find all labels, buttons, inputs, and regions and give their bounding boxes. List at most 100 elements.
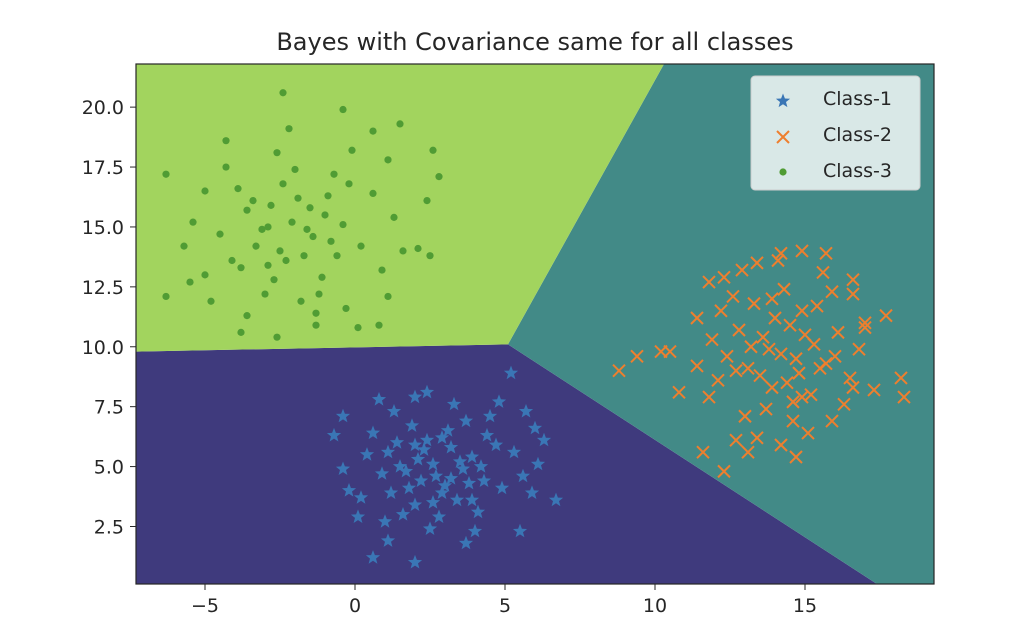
point-class-3 (348, 146, 356, 154)
point-class-1 (422, 521, 438, 535)
point-class-1 (425, 495, 441, 509)
point-class-1 (335, 461, 351, 475)
y-tick-label: 17.5 (82, 157, 124, 179)
point-class-3 (252, 242, 260, 250)
y-tick-label: 5.0 (94, 457, 124, 479)
point-class-2 (786, 395, 800, 409)
point-class-1 (515, 468, 531, 483)
point-class-1 (440, 423, 456, 437)
point-class-1 (395, 507, 411, 521)
y-tick-label: 2.5 (94, 516, 124, 538)
point-class-2 (720, 349, 734, 364)
point-class-2 (696, 445, 710, 459)
legend-label-class-1: Class-1 (823, 88, 892, 110)
point-class-1 (401, 480, 417, 495)
point-class-3 (345, 180, 353, 188)
point-class-3 (369, 127, 377, 135)
x-tick-label: 10 (643, 595, 667, 617)
point-class-2 (846, 287, 860, 301)
point-class-3 (267, 201, 275, 209)
point-class-1 (503, 365, 519, 380)
x-tick-label: 15 (793, 595, 817, 617)
point-class-3 (279, 89, 287, 97)
chart-title: Bayes with Covariance same for all class… (276, 28, 793, 56)
point-class-2 (798, 328, 812, 342)
point-class-3 (261, 290, 269, 298)
point-class-1 (449, 492, 465, 507)
point-class-3 (264, 223, 272, 231)
point-class-3 (222, 163, 230, 171)
point-class-2 (783, 318, 797, 332)
point-class-3 (216, 230, 224, 238)
point-class-2 (810, 299, 824, 313)
point-class-2 (789, 450, 803, 464)
point-class-1 (386, 404, 402, 418)
point-class-3 (234, 185, 242, 193)
point-class-3 (369, 189, 377, 198)
point-class-3 (282, 256, 290, 265)
point-class-1 (446, 396, 462, 411)
data-points (162, 89, 911, 569)
point-class-2 (777, 282, 791, 296)
legend-item-class-3: Class-3 (779, 160, 892, 182)
point-class-3 (426, 252, 434, 260)
point-class-1 (413, 473, 429, 487)
point-class-3 (276, 247, 284, 255)
y-tick-label: 7.5 (94, 397, 124, 419)
point-class-1 (353, 490, 369, 504)
point-class-2 (867, 383, 881, 397)
point-class-1 (383, 485, 399, 499)
point-class-2 (828, 349, 842, 364)
legend-marker-class-1 (775, 93, 791, 108)
point-class-1 (380, 533, 396, 547)
point-class-2 (858, 320, 872, 335)
y-tick-label: 12.5 (82, 277, 124, 299)
point-class-2 (897, 390, 911, 404)
point-class-1 (482, 408, 498, 423)
point-class-3 (228, 256, 236, 265)
point-class-1 (536, 432, 552, 447)
region-class-1 (136, 344, 877, 584)
x-tick-label: 5 (499, 595, 511, 617)
point-class-2 (801, 426, 815, 440)
point-class-3 (243, 206, 251, 214)
point-class-1 (476, 473, 492, 487)
point-class-2 (759, 402, 773, 416)
point-class-3 (375, 321, 383, 329)
legend-item-class-1: Class-1 (775, 88, 892, 110)
legend-box (750, 75, 921, 191)
point-class-1 (404, 418, 420, 432)
point-class-3 (414, 244, 422, 253)
point-class-1 (341, 483, 357, 497)
point-class-2 (753, 368, 767, 383)
point-class-2 (747, 296, 761, 311)
point-class-2 (762, 342, 776, 356)
point-class-1 (461, 475, 477, 490)
point-class-1 (365, 425, 381, 440)
point-class-3 (285, 125, 293, 133)
point-class-1 (443, 471, 459, 485)
point-class-1 (389, 435, 405, 449)
point-class-3 (306, 204, 314, 212)
point-class-3 (309, 232, 317, 241)
point-class-2 (702, 275, 716, 289)
point-class-3 (321, 211, 329, 219)
series-class-3 (162, 89, 443, 341)
point-class-3 (312, 309, 320, 317)
point-class-2 (771, 253, 785, 268)
point-class-3 (264, 261, 272, 269)
legend-marker-class-3 (779, 168, 787, 176)
legend-marker-class-1 (775, 93, 791, 108)
point-class-2 (768, 311, 782, 325)
point-class-3 (303, 225, 311, 233)
point-class-2 (789, 352, 803, 366)
legend: Class-1 Class-2 Class-3 (750, 75, 921, 191)
point-class-2 (741, 445, 755, 459)
point-class-3 (186, 278, 194, 286)
point-class-2 (756, 330, 770, 344)
point-class-1 (425, 456, 441, 471)
point-class-1 (398, 463, 414, 478)
y-tick-label: 20.0 (82, 97, 124, 119)
region-class-3 (136, 64, 664, 352)
